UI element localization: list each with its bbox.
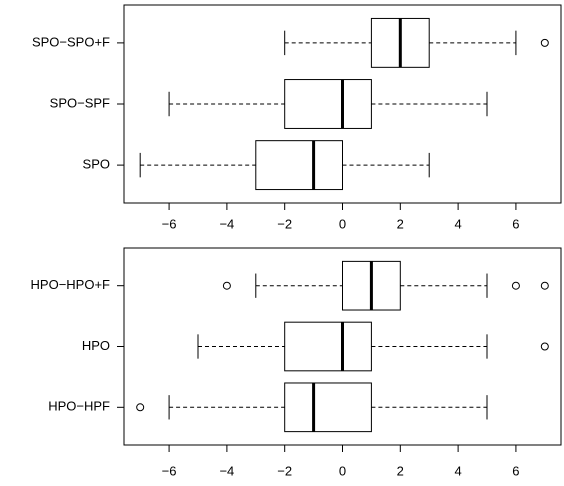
category-label: HPO−HPF bbox=[48, 399, 110, 414]
x-tick-label: 2 bbox=[397, 463, 404, 478]
box bbox=[284, 382, 372, 433]
category-label: SPO−SPF bbox=[50, 95, 110, 110]
outlier bbox=[540, 281, 549, 290]
outlier bbox=[511, 281, 520, 290]
box bbox=[284, 79, 372, 129]
category-label: HPO−HPO+F bbox=[31, 277, 111, 292]
x-tick-label: −4 bbox=[219, 463, 234, 478]
x-tick-label: −4 bbox=[219, 216, 234, 231]
x-tick-label: −2 bbox=[277, 463, 292, 478]
x-tick-label: −6 bbox=[162, 463, 177, 478]
x-tick-label: 0 bbox=[339, 216, 346, 231]
outlier bbox=[136, 403, 145, 412]
x-tick-label: 6 bbox=[512, 463, 519, 478]
x-tick-label: 4 bbox=[454, 463, 461, 478]
x-tick-label: 6 bbox=[512, 216, 519, 231]
box bbox=[284, 321, 372, 372]
x-tick-label: −2 bbox=[277, 216, 292, 231]
box bbox=[255, 140, 344, 191]
category-label: HPO bbox=[82, 338, 110, 353]
outlier bbox=[540, 38, 549, 47]
category-label: SPO−SPO+F bbox=[32, 34, 110, 49]
x-tick-label: 4 bbox=[454, 216, 461, 231]
outlier bbox=[222, 281, 231, 290]
x-tick-label: 0 bbox=[339, 463, 346, 478]
x-tick-label: −6 bbox=[162, 216, 177, 231]
category-label: SPO bbox=[83, 157, 110, 172]
x-tick-label: 2 bbox=[397, 216, 404, 231]
outlier bbox=[540, 342, 549, 351]
